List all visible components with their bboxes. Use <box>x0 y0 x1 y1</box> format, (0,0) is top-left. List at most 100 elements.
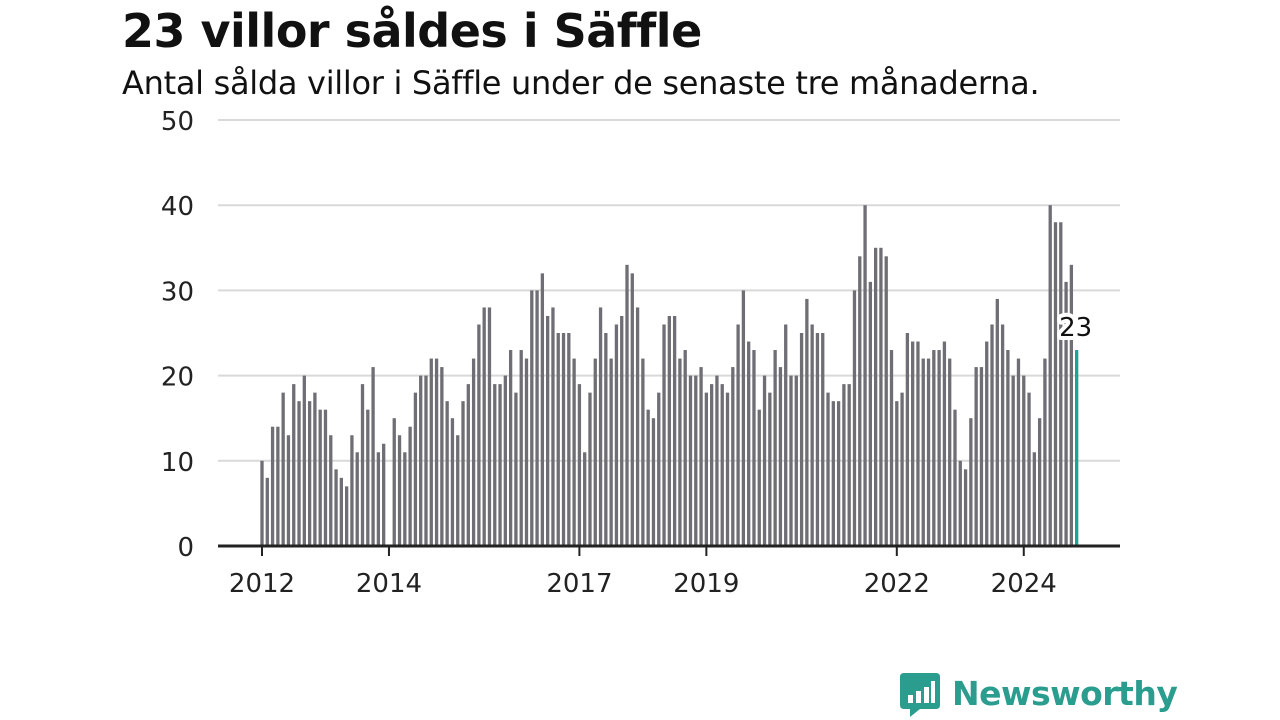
bar <box>736 324 740 546</box>
y-tick-label: 10 <box>161 448 194 478</box>
bar <box>815 333 820 546</box>
y-tick-label: 50 <box>161 107 194 137</box>
bar <box>662 324 666 546</box>
bar <box>461 401 465 546</box>
bar <box>948 358 952 546</box>
bar <box>276 426 280 546</box>
bar <box>302 375 306 546</box>
bar <box>725 392 730 546</box>
bar <box>889 350 894 546</box>
bar <box>937 350 941 546</box>
bar <box>963 469 968 546</box>
bar <box>371 367 375 546</box>
bar <box>768 392 772 546</box>
bar <box>360 384 365 546</box>
bar <box>413 392 418 546</box>
y-tick-label: 40 <box>161 192 194 222</box>
bar <box>1032 452 1036 546</box>
bar <box>530 290 534 546</box>
bar <box>329 435 333 546</box>
bar <box>514 392 518 546</box>
bar <box>535 290 539 546</box>
bar <box>942 341 947 546</box>
bar <box>826 392 830 546</box>
bar <box>810 324 814 546</box>
brand-logo: Newsworthy <box>900 670 1178 717</box>
bar <box>445 401 449 546</box>
bar <box>487 307 492 546</box>
bar <box>593 358 597 546</box>
bar <box>884 256 888 546</box>
bar <box>625 264 629 546</box>
bar <box>434 358 439 546</box>
bar <box>1059 222 1063 547</box>
bar <box>392 418 396 546</box>
bar <box>1053 222 1058 547</box>
bar <box>720 384 724 546</box>
bar <box>773 350 777 546</box>
bar <box>842 384 846 546</box>
bar <box>932 350 936 546</box>
x-tick-label: 2017 <box>546 569 612 599</box>
bar <box>1037 418 1042 546</box>
bar <box>577 384 582 546</box>
bar <box>646 409 650 546</box>
bar <box>424 375 428 546</box>
bar <box>408 426 412 546</box>
bar <box>1006 350 1010 546</box>
bar <box>858 256 862 546</box>
x-tick-label: 2012 <box>229 569 295 599</box>
bar <box>1000 324 1005 546</box>
bar <box>344 486 349 546</box>
bar <box>270 426 275 546</box>
bar <box>260 460 264 546</box>
bar <box>1011 375 1015 546</box>
bar <box>757 409 761 546</box>
bar <box>630 273 634 546</box>
bar <box>551 307 555 546</box>
data-label-last: 23 <box>1059 313 1092 343</box>
x-tick-label: 2019 <box>673 569 739 599</box>
bar <box>382 443 386 546</box>
bar <box>879 247 883 547</box>
bar <box>747 341 751 546</box>
bar <box>524 358 529 546</box>
bar <box>503 375 507 546</box>
bar <box>831 401 835 546</box>
brand-name: Newsworthy <box>952 673 1178 713</box>
bar <box>752 350 756 546</box>
bar <box>334 469 338 546</box>
bar <box>789 375 793 546</box>
bar <box>450 418 455 546</box>
bar <box>762 375 767 546</box>
bar-highlight <box>1075 350 1079 546</box>
bar <box>471 358 476 546</box>
chart-title: 23 villor såldes i Säffle <box>122 4 702 58</box>
bar <box>688 375 693 546</box>
bar <box>429 358 433 546</box>
bar <box>281 392 285 546</box>
bar <box>482 307 486 546</box>
bar <box>556 333 560 546</box>
bar <box>926 358 931 546</box>
bar <box>466 384 470 546</box>
y-tick-label: 20 <box>161 363 194 393</box>
bar <box>683 350 687 546</box>
bar <box>868 281 872 546</box>
bar <box>508 350 513 546</box>
bar <box>604 333 608 546</box>
bar <box>635 307 640 546</box>
bar <box>958 460 962 546</box>
bar <box>614 324 619 546</box>
bar <box>318 409 322 546</box>
bar <box>477 324 481 546</box>
bar <box>651 418 656 546</box>
bar <box>799 333 804 546</box>
bar <box>873 247 878 547</box>
bar <box>620 315 624 546</box>
bar <box>1048 205 1052 546</box>
bar <box>974 367 978 546</box>
bar <box>704 392 709 546</box>
bar <box>641 358 645 546</box>
bar <box>778 367 783 546</box>
